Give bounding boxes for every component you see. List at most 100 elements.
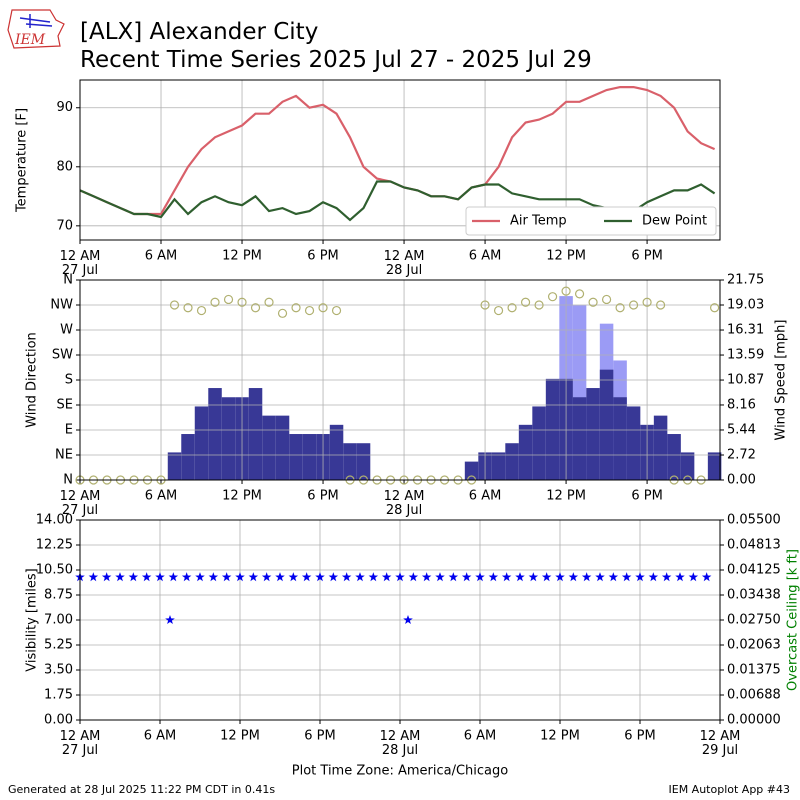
- bar: [208, 388, 222, 480]
- x-tick-label: 12 AM 27 Jul: [60, 249, 101, 278]
- visibility-point: [701, 572, 712, 582]
- visibility-point: [368, 572, 379, 582]
- x-tick-label: 12 PM: [222, 249, 262, 264]
- direction-point: [574, 289, 585, 299]
- y2-axis-label: Wind Speed [mph]: [774, 320, 789, 441]
- y-tick-label: S: [65, 373, 73, 388]
- bar: [167, 452, 182, 480]
- visibility-point: [541, 572, 552, 582]
- direction-point: [493, 305, 504, 316]
- visibility-point: [355, 572, 365, 582]
- plot-frame: [79, 79, 721, 241]
- visibility-point: [261, 572, 272, 582]
- y2-tick-label: 0.02063: [727, 638, 781, 653]
- x-tick-label: 12 AM 28 Jul: [384, 249, 425, 278]
- x-tick-label: 12 PM: [540, 729, 580, 744]
- legend-label: Dew Point: [642, 214, 707, 229]
- x-tick-label: 6 AM: [144, 729, 177, 744]
- x-tick-label: 12 PM: [546, 489, 586, 504]
- y2-tick-label: 21.75: [727, 273, 764, 288]
- legend-label: Air Temp: [510, 214, 567, 229]
- line: [79, 86, 716, 216]
- visibility-point: [608, 572, 619, 582]
- bar: [613, 397, 627, 480]
- direction-point: [250, 303, 261, 313]
- visibility-point: [408, 572, 419, 582]
- y-tick-label: 90: [56, 100, 73, 115]
- visibility-point: [421, 572, 432, 582]
- logo-text: IEM: [14, 32, 46, 48]
- x-tick-label: 6 AM: [145, 249, 178, 264]
- visibility-point: [288, 572, 299, 582]
- x-tick-label: 12 AM 27 Jul: [60, 489, 101, 518]
- direction-point: [291, 303, 301, 313]
- panel: 12 AM 27 Jul 6 AM 12 PM 6 PM 12 AM 28 Jul 6 AM 1…: [15, 79, 721, 278]
- y2-tick-label: 0.02750: [727, 613, 781, 628]
- direction-point: [264, 297, 274, 307]
- y2-tick-label: 5.44: [727, 422, 756, 437]
- visibility-point: [568, 572, 579, 582]
- visibility-point: [235, 572, 245, 582]
- y-tick-label: E: [65, 423, 73, 438]
- bar: [194, 406, 209, 480]
- y-tick-label: SE: [57, 398, 73, 413]
- visibility-point: [141, 572, 152, 582]
- y-tick-label: 10.50: [36, 563, 73, 578]
- x-tick-label: 6 PM: [631, 249, 662, 264]
- title: [ALX] Alexander City: [80, 19, 318, 45]
- y-tick-label: 70: [56, 218, 73, 233]
- bar: [545, 378, 560, 480]
- x-tick-label: 6 PM: [624, 729, 655, 744]
- visibility-point: [275, 572, 285, 582]
- visibility-point: [635, 572, 645, 582]
- visibility-point: [208, 572, 219, 582]
- direction-point: [480, 300, 490, 310]
- bar: [181, 434, 195, 480]
- bar: [707, 452, 722, 480]
- y-axis-label: Wind Direction: [25, 332, 40, 428]
- x-tick-label: 6 PM: [307, 489, 338, 504]
- visibility-point: [115, 572, 125, 582]
- bar: [343, 443, 357, 480]
- bar: [532, 406, 546, 480]
- y2-tick-label: 13.59: [727, 348, 764, 363]
- x-tick-label: 6 PM: [307, 249, 338, 264]
- y2-tick-label: 0.05500: [727, 513, 781, 528]
- visibility-point: [555, 572, 565, 582]
- y2-tick-label: 19.03: [727, 298, 764, 313]
- visibility-point: [528, 572, 539, 582]
- bar: [491, 452, 506, 480]
- bar: [275, 415, 290, 480]
- direction-point: [196, 305, 207, 316]
- y-tick-label: 8.75: [44, 588, 73, 603]
- direction-point: [183, 303, 193, 313]
- bar: [518, 424, 533, 480]
- y-tick-label: 80: [56, 159, 73, 174]
- x-tick-label: 12 AM 28 Jul: [380, 729, 421, 758]
- x-tick-label: 6 PM: [304, 729, 335, 744]
- y-tick-label: N: [63, 273, 73, 288]
- y-tick-label: SW: [52, 348, 73, 363]
- y-tick-label: 5.25: [44, 638, 73, 653]
- panel: 12 AM 27 Jul 6 AM 12 PM 6 PM 12 AM 28 Jul 6 AM 1…: [25, 513, 800, 779]
- direction-point: [709, 303, 720, 313]
- visibility-point: [248, 572, 259, 582]
- direction-point: [169, 300, 180, 310]
- visibility-point: [675, 572, 685, 582]
- x-tick-label: 6 AM: [464, 729, 497, 744]
- direction-point: [304, 305, 315, 316]
- y2-tick-label: 0.00000: [727, 713, 781, 728]
- bar: [248, 388, 263, 480]
- logo: IEM: [7, 9, 65, 49]
- y2-tick-label: 0.04125: [727, 563, 781, 578]
- visibility-point: [515, 572, 525, 582]
- visibility-point: [168, 572, 179, 582]
- y-tick-label: NW: [50, 298, 73, 313]
- direction-point: [628, 300, 639, 310]
- visibility-point: [341, 572, 352, 582]
- direction-point: [588, 297, 598, 307]
- visibility-point: [475, 572, 485, 582]
- visibility-point: [128, 572, 139, 582]
- visibility-point: [621, 572, 632, 582]
